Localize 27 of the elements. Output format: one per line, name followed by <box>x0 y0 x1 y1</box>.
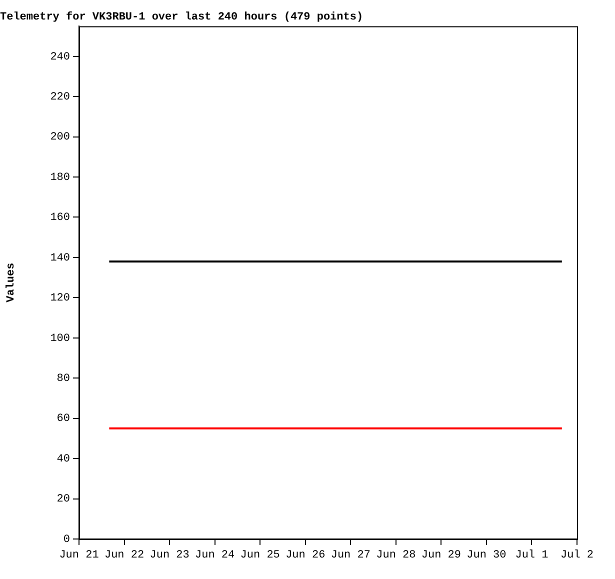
y-tick-label: 140 <box>50 252 70 264</box>
y-tick-label: 220 <box>50 91 70 104</box>
y-tick-label: 20 <box>56 494 70 506</box>
y-tick-label: 40 <box>56 453 70 466</box>
x-tick-label: Jun 28 <box>376 550 416 562</box>
x-tick-label: Jun 27 <box>330 550 370 562</box>
y-tick-label: 60 <box>56 413 70 426</box>
y-tick-label: 120 <box>50 292 70 305</box>
x-tick-label: Jun 26 <box>286 550 326 562</box>
x-tick-label: Jun 24 <box>195 550 236 562</box>
x-tick-label: Jun 30 <box>466 550 506 562</box>
x-tick-label: Jun 25 <box>240 550 280 562</box>
x-tick-label: Jun 22 <box>104 550 144 562</box>
x-tick-label: Jun 21 <box>59 550 100 562</box>
y-tick-label: 80 <box>56 373 70 386</box>
y-tick-label: 100 <box>50 332 70 345</box>
x-tick-label: Jun 23 <box>150 550 190 562</box>
chart-title: Telemetry for VK3RBU-1 over last 240 hours (479 points) <box>0 10 364 24</box>
y-tick-label: 180 <box>50 172 70 184</box>
y-tick-label: 200 <box>50 132 70 144</box>
y-tick-label: 0 <box>63 534 70 546</box>
y-axis-title: Values <box>5 262 18 302</box>
y-tick-label: 240 <box>50 51 70 64</box>
y-tick-label: 160 <box>50 212 70 224</box>
x-tick-label: Jun 29 <box>421 550 461 562</box>
x-tick-label: Jul 1 <box>515 550 549 562</box>
x-tick-label: Jul 2 <box>560 550 594 562</box>
